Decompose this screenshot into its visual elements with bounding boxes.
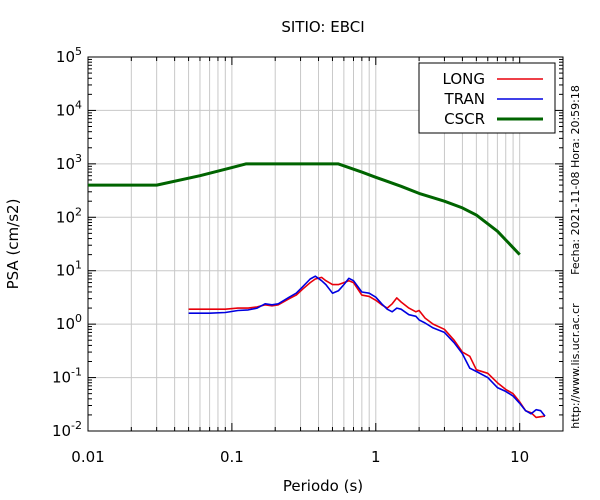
y-tick-label-base: 10	[56, 48, 75, 66]
legend-label-tran: TRAN	[444, 90, 485, 108]
y-tick-label-base: 10	[56, 315, 75, 333]
series-line-long	[188, 276, 546, 419]
x-tick-labels: 0.01 0.1 1 10	[71, 448, 529, 466]
source-url-label: http://www.lis.ucr.ac.cr	[569, 303, 582, 429]
y-tick-label-base: 10	[52, 422, 71, 440]
series-lines	[88, 162, 546, 419]
y-tick-label: 102	[56, 205, 82, 226]
legend: LONG TRAN CSCR	[418, 62, 556, 134]
x-tick-label: 0.1	[220, 448, 244, 466]
y-tick-label: 101	[56, 259, 82, 280]
y-tick-label-exponent: 0	[75, 312, 82, 325]
legend-label-long: LONG	[443, 70, 485, 88]
y-tick-label-base: 10	[56, 262, 75, 280]
x-tick-label: 10	[510, 448, 529, 466]
y-tick-label: 10-1	[52, 366, 82, 387]
y-tick-label-base: 10	[56, 208, 75, 226]
y-tick-label-base: 10	[52, 369, 71, 387]
x-tick-label: 0.01	[71, 448, 104, 466]
y-tick-label: 105	[56, 45, 82, 66]
chart-title: SITIO: EBCI	[281, 18, 364, 36]
y-tick-label-exponent: 1	[75, 259, 82, 272]
y-tick-label-exponent: 3	[75, 152, 82, 165]
x-axis-label: Periodo (s)	[283, 477, 363, 495]
y-tick-label: 103	[56, 152, 82, 173]
y-tick-label: 100	[56, 312, 82, 333]
y-tick-label-exponent: -2	[71, 419, 82, 432]
series-line-cscr	[88, 162, 521, 256]
y-tick-label-base: 10	[56, 101, 75, 119]
timestamp-label: Fecha: 2021-11-08 Hora: 20:59:18	[569, 85, 582, 275]
y-axis-label: PSA (cm/s2)	[4, 199, 22, 290]
y-tick-label: 10-2	[52, 419, 82, 440]
x-tick-label: 1	[371, 448, 381, 466]
y-tick-label-exponent: 2	[75, 205, 82, 218]
series-line-tran	[188, 275, 546, 417]
plot-frame	[87, 56, 564, 432]
y-tick-label: 104	[56, 98, 82, 119]
y-tick-label-exponent: -1	[71, 366, 82, 379]
legend-box	[418, 62, 556, 134]
y-tick-label-exponent: 5	[75, 45, 82, 58]
legend-label-cscr: CSCR	[444, 110, 485, 128]
y-tick-label-base: 10	[56, 155, 75, 173]
tick-marks	[87, 56, 564, 432]
y-tick-label-exponent: 4	[75, 98, 82, 111]
grid	[88, 57, 563, 431]
